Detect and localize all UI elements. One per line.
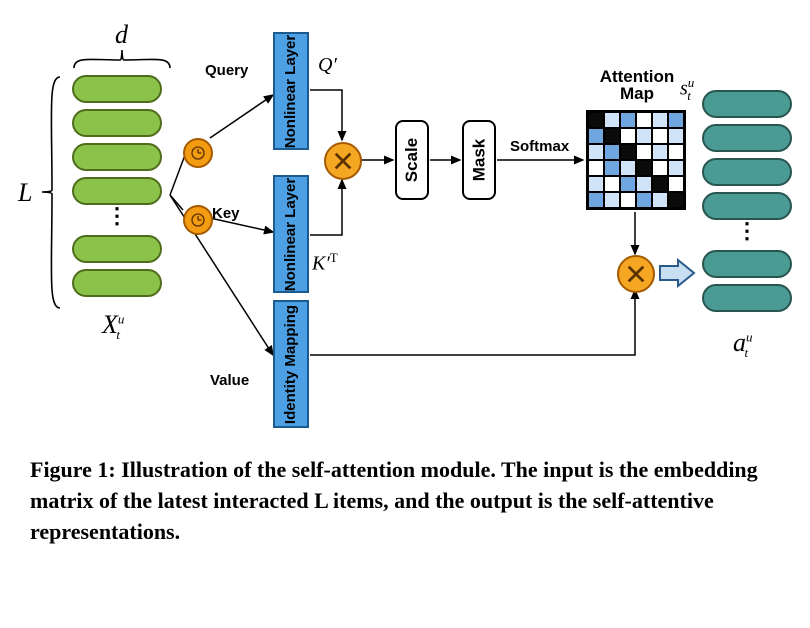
mask-text: Mask xyxy=(469,139,489,182)
input-stack: ⋮ xyxy=(72,75,162,297)
label-s: sut xyxy=(680,75,691,104)
attn-cell xyxy=(620,192,636,208)
K-base: K′ xyxy=(312,253,330,275)
input-item xyxy=(72,235,162,263)
attn-cell xyxy=(652,128,668,144)
input-item xyxy=(72,75,162,103)
attn-cell xyxy=(668,176,684,192)
label-output-a: aut xyxy=(733,328,748,361)
X-sup: u xyxy=(118,311,125,326)
time-encoding-icon xyxy=(183,138,213,168)
label-Q-prime: Q′ xyxy=(318,54,337,77)
attn-cell xyxy=(636,128,652,144)
label-input-X: Xut xyxy=(102,310,120,343)
X-sub: t xyxy=(116,327,120,342)
output-item xyxy=(702,284,792,312)
output-item xyxy=(702,90,792,118)
matmul-icon xyxy=(324,142,362,180)
nonlinear-layer-query: Nonlinear Layer xyxy=(273,32,309,150)
vdots: ⋮ xyxy=(736,226,758,244)
attn-cell xyxy=(668,160,684,176)
attn-cell xyxy=(588,160,604,176)
input-item xyxy=(72,109,162,137)
brace-L xyxy=(40,75,64,310)
K-sup: T xyxy=(330,250,338,265)
attn-title-l1: Attention xyxy=(592,68,682,85)
attn-cell xyxy=(604,112,620,128)
attn-cell xyxy=(668,128,684,144)
attn-cell xyxy=(604,160,620,176)
attention-title: Attention Map xyxy=(592,68,682,102)
identity-mapping: Identity Mapping xyxy=(273,300,309,428)
attn-cell xyxy=(668,112,684,128)
label-key: Key xyxy=(212,205,240,222)
attn-cell xyxy=(652,112,668,128)
nonlinear-text: Nonlinear Layer xyxy=(283,34,300,147)
output-item xyxy=(702,124,792,152)
attn-cell xyxy=(604,192,620,208)
attn-cell xyxy=(652,176,668,192)
input-item xyxy=(72,269,162,297)
attn-cell xyxy=(620,112,636,128)
label-K-prime-T: K′T xyxy=(312,250,338,276)
output-item xyxy=(702,158,792,186)
mask-block: Mask xyxy=(462,120,496,200)
attn-cell xyxy=(620,128,636,144)
attn-cell xyxy=(620,176,636,192)
attn-cell xyxy=(668,192,684,208)
label-query: Query xyxy=(205,62,248,79)
a-sub: t xyxy=(745,345,749,360)
attn-cell xyxy=(636,160,652,176)
output-arrow-icon xyxy=(658,258,698,288)
attn-cell xyxy=(588,176,604,192)
attn-cell xyxy=(588,144,604,160)
s-sub: t xyxy=(687,88,691,103)
attn-cell xyxy=(620,144,636,160)
attn-cell xyxy=(588,128,604,144)
vdots: ⋮ xyxy=(106,211,128,229)
brace-d xyxy=(72,48,172,72)
attn-cell xyxy=(588,192,604,208)
attn-cell xyxy=(604,176,620,192)
attn-cell xyxy=(636,144,652,160)
attn-cell xyxy=(604,128,620,144)
attn-cell xyxy=(652,144,668,160)
input-item xyxy=(72,177,162,205)
attn-cell xyxy=(620,160,636,176)
scale-block: Scale xyxy=(395,120,429,200)
attn-cell xyxy=(636,176,652,192)
output-stack: ⋮ xyxy=(702,90,792,312)
label-value: Value xyxy=(210,372,249,389)
attn-cell xyxy=(636,112,652,128)
output-item xyxy=(702,192,792,220)
label-softmax: Softmax xyxy=(510,138,569,155)
time-encoding-icon xyxy=(183,205,213,235)
label-L: L xyxy=(18,178,32,208)
identity-text: Identity Mapping xyxy=(283,304,300,423)
scale-text: Scale xyxy=(402,138,422,182)
attn-cell xyxy=(652,192,668,208)
output-item xyxy=(702,250,792,278)
nonlinear-layer-key: Nonlinear Layer xyxy=(273,175,309,293)
figure-caption: Figure 1: Illustration of the self-atten… xyxy=(10,440,800,557)
attn-cell xyxy=(636,192,652,208)
attn-cell xyxy=(668,144,684,160)
attention-map-grid xyxy=(586,110,686,210)
attn-cell xyxy=(604,144,620,160)
input-item xyxy=(72,143,162,171)
attn-cell xyxy=(588,112,604,128)
a-sup: u xyxy=(746,329,753,344)
self-attention-diagram: d L ⋮ Xut Query Key Value Nonlinear Laye… xyxy=(10,10,800,440)
label-d: d xyxy=(115,20,128,50)
matmul-icon xyxy=(617,255,655,293)
attn-title-l2: Map xyxy=(592,85,682,102)
attn-cell xyxy=(652,160,668,176)
nonlinear-text: Nonlinear Layer xyxy=(283,177,300,290)
